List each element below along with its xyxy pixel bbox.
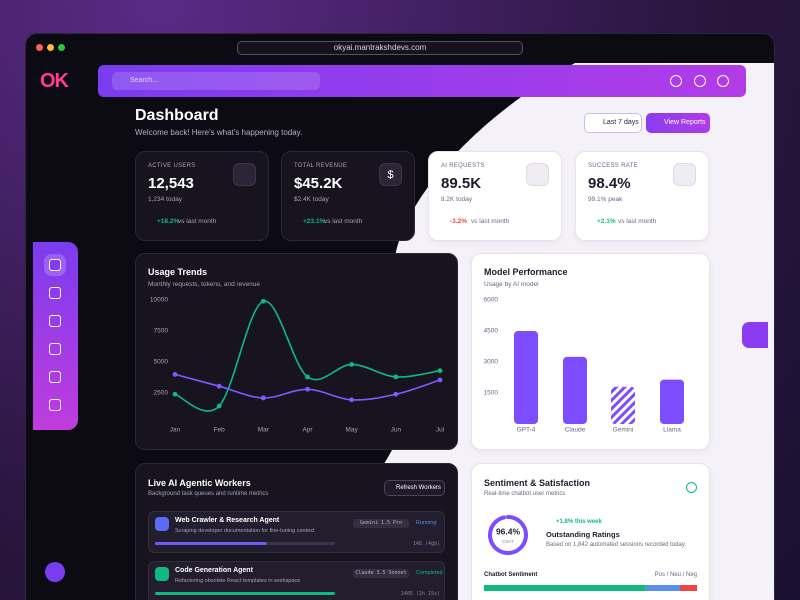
url-bar [237, 41, 523, 55]
stat-label: SUCCESS RATE [588, 163, 638, 169]
stat-change: +18.2% [157, 218, 180, 225]
page-title: Dashboard [135, 107, 219, 124]
reports-button[interactable] [646, 113, 710, 133]
top-icon-button[interactable] [717, 75, 729, 87]
agent-status: Running [416, 520, 437, 526]
sidebar-icon[interactable] [49, 343, 61, 355]
logo: OK [40, 70, 69, 92]
url-text: okyai.mantrakshdevs.com [333, 43, 427, 52]
chart-title: Model Performance [484, 267, 568, 277]
stat-icon-box [233, 163, 256, 186]
card-subtitle: Real-time chatbot user metrics [484, 491, 566, 497]
chart-subtitle: Usage by AI model [484, 281, 539, 288]
window-dot [58, 44, 65, 51]
range-button[interactable] [584, 113, 642, 133]
stat-sub: 8.2K today [441, 196, 473, 203]
stat-value: $45.2K [294, 175, 343, 192]
card-title: Live AI Agentic Workers [148, 478, 251, 488]
agent-metric: 2405 (2h 15s) [400, 591, 440, 597]
agent-model: Gemini 1.5 Pro [353, 519, 409, 528]
chart-title: Usage Trends [148, 267, 208, 277]
stat-change: +23.1% [303, 218, 326, 225]
sidebar-icon[interactable] [49, 259, 61, 271]
stat-sub: $2.4K today [294, 196, 329, 203]
page-subtitle: Welcome back! Here's what's happening to… [135, 128, 303, 137]
headline: Outstanding Ratings [546, 530, 620, 539]
help-button[interactable] [45, 562, 65, 582]
stat-note: vs last month [471, 218, 510, 225]
stat-note: vs last month [324, 218, 363, 225]
sidebar-icon[interactable] [49, 371, 61, 383]
stat-note: vs last month [618, 218, 657, 225]
search-placeholder: Search... [130, 77, 159, 84]
range-button-label: Last 7 days [603, 119, 639, 126]
bar-title: Chatbot Sentiment [484, 572, 538, 578]
window-dot [36, 44, 43, 51]
agent-icon [155, 567, 169, 581]
agent-metric: 148 (4gb) [412, 541, 440, 547]
agent-task: Scraping developer documentation for fin… [175, 528, 315, 534]
refresh-button-label: Refresh Workers [396, 485, 441, 491]
bar-legend: Pos / Neu / Neg [654, 572, 697, 578]
search-box[interactable] [112, 72, 320, 90]
top-icon-button[interactable] [694, 75, 706, 87]
window-dot [47, 44, 54, 51]
stat-change: -3.2% [450, 218, 467, 225]
agent-row [148, 511, 445, 553]
stat-icon-box [673, 163, 696, 186]
card-subtitle: Background task queues and runtime metri… [148, 491, 269, 497]
top-icon-button[interactable] [670, 75, 682, 87]
stat-value: 12,543 [148, 175, 194, 192]
stat-value: 89.5K [441, 175, 482, 192]
stat-sub: 99.1% peak [588, 196, 623, 203]
stat-label: AI REQUESTS [441, 163, 485, 169]
agent-name: Code Generation Agent [175, 567, 253, 574]
sidebar [33, 242, 78, 430]
card-title: Sentiment & Satisfaction [484, 478, 591, 488]
stat-value: 98.4% [588, 175, 631, 192]
sidebar-icon[interactable] [49, 287, 61, 299]
stat-note: vs last month [178, 218, 217, 225]
agent-model: Claude 3.5 Sonnet [353, 569, 409, 578]
stat-change: +2.1% [597, 218, 616, 225]
smile-icon [686, 482, 697, 493]
sidebar-icon[interactable] [49, 399, 61, 411]
reports-button-label: View Reports [664, 119, 706, 126]
agent-status: Completed [416, 570, 443, 576]
stat-icon-box: $ [379, 163, 402, 186]
refresh-button[interactable] [384, 480, 445, 496]
stat-label: TOTAL REVENUE [294, 163, 348, 169]
agent-task: Refactoring obsolete React templates in … [175, 578, 301, 584]
sidebar-icon[interactable] [49, 315, 61, 327]
top-bar [98, 65, 746, 97]
agent-name: Web Crawler & Research Agent [175, 517, 280, 524]
trend: +1.8% this week [556, 519, 602, 525]
settings-button[interactable] [742, 322, 768, 348]
agent-icon [155, 517, 169, 531]
stat-sub: 1,234 today [148, 196, 182, 203]
stat-label: ACTIVE USERS [148, 163, 196, 169]
stat-icon-box [526, 163, 549, 186]
detail: Based on 1,842 automated sessions record… [546, 542, 686, 548]
chart-subtitle: Monthly requests, tokens, and revenue [148, 281, 261, 288]
